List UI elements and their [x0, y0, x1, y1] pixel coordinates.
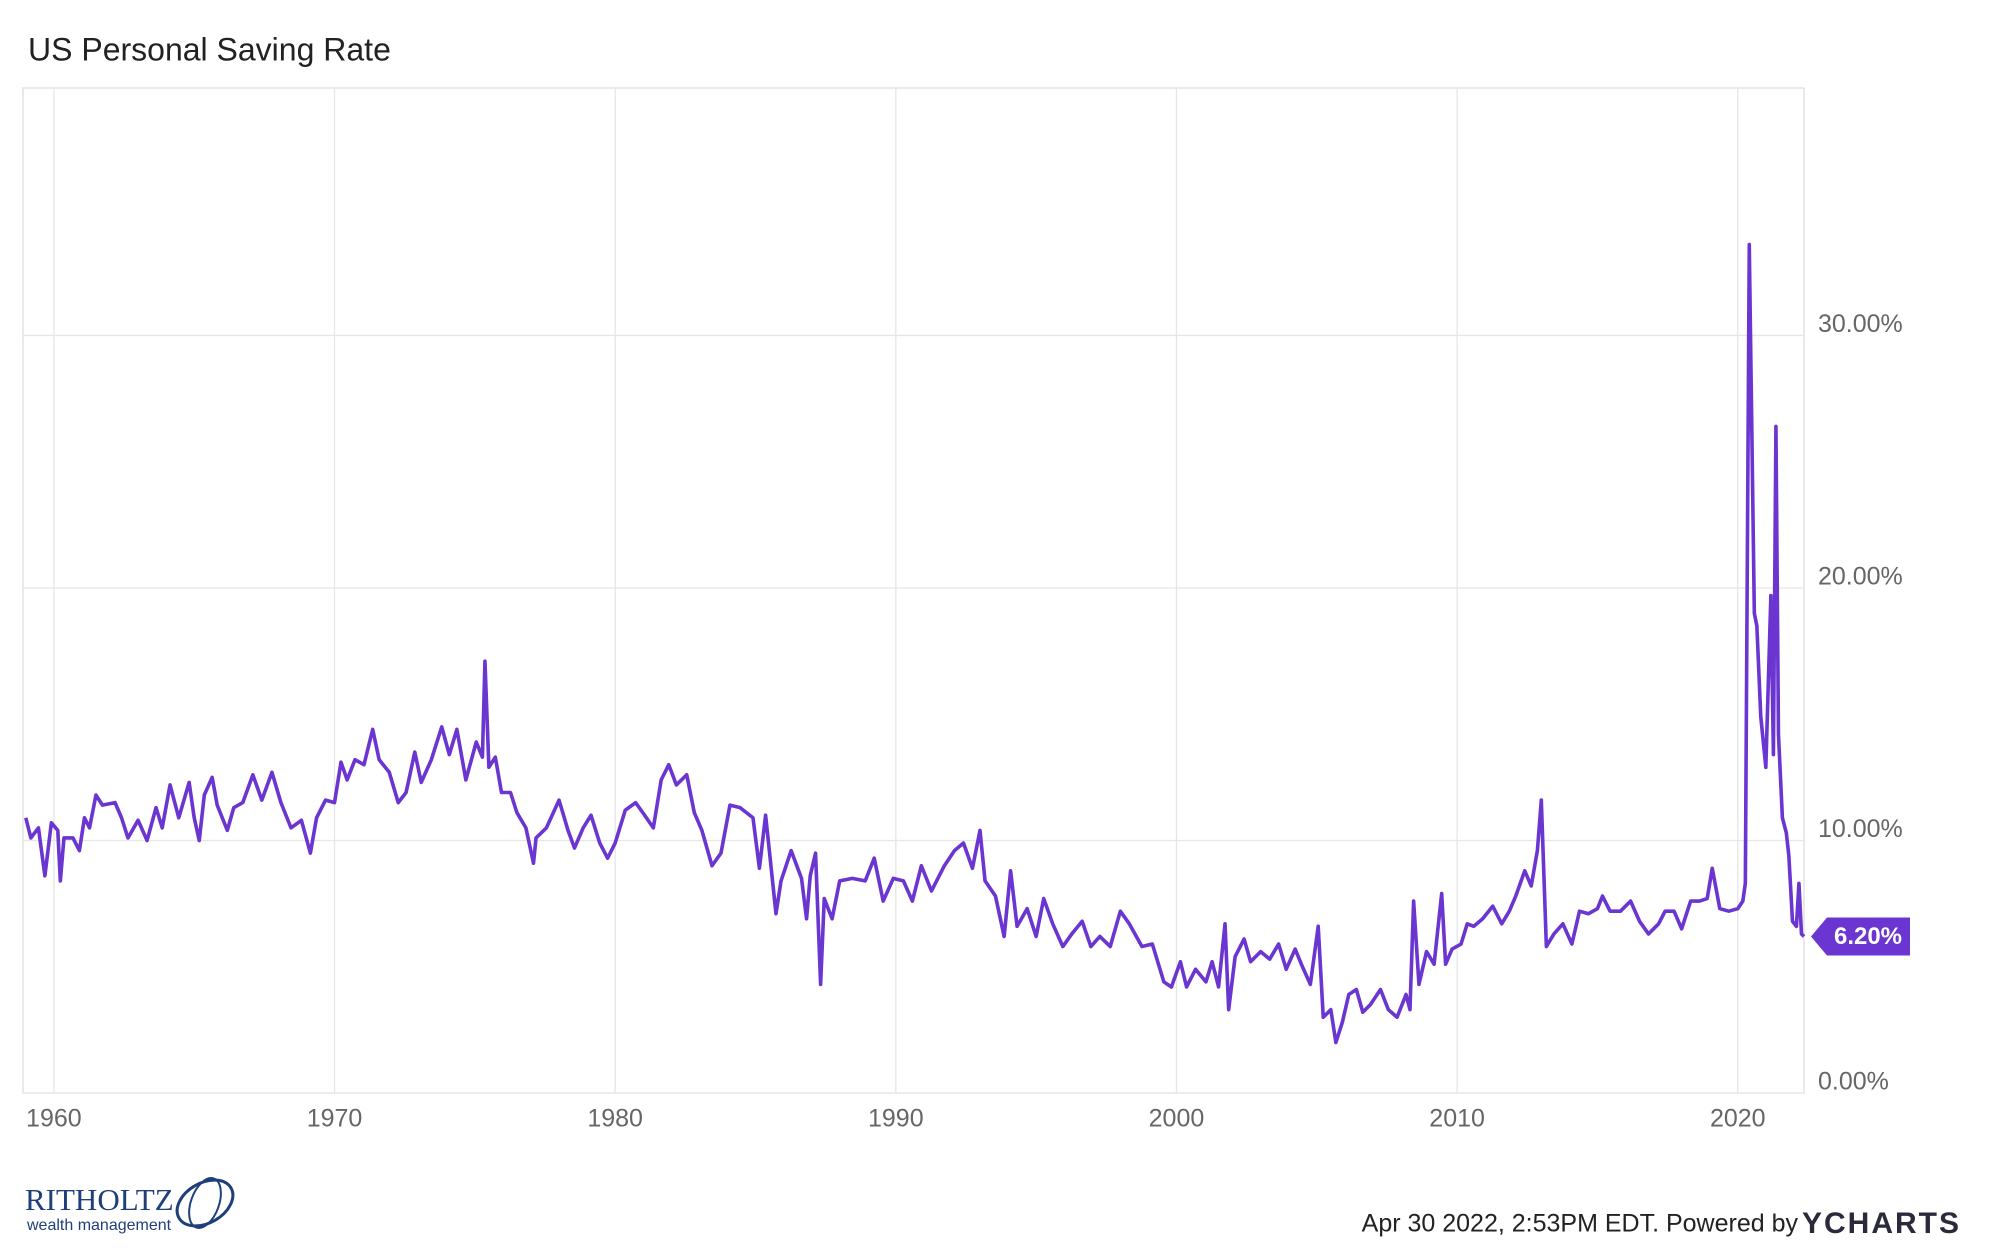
- logo: RITHOLTZ wealth management: [25, 1177, 235, 1234]
- y-tick-label: 10.00%: [1818, 815, 1903, 843]
- end-label-tag: [1811, 917, 1910, 956]
- timestamp: Apr 30 2022, 2:53PM EDT. Powered by: [1362, 1210, 1799, 1238]
- x-tick-label: 2000: [1149, 1105, 1205, 1133]
- y-tick-label: 20.00%: [1818, 563, 1903, 591]
- chart-title: US Personal Saving Rate: [28, 31, 391, 67]
- x-tick-label: 1960: [26, 1105, 82, 1133]
- logo-text: RITHOLTZ: [25, 1182, 174, 1217]
- logo-ring: [188, 1177, 222, 1229]
- plot-frame: [22, 87, 1805, 1094]
- logo-subtext: wealth management: [26, 1217, 172, 1234]
- y-tick-label: 30.00%: [1818, 310, 1903, 338]
- x-tick-label: 1980: [587, 1105, 643, 1133]
- logo-ring: [175, 1178, 235, 1228]
- x-tick-label: 1990: [868, 1105, 924, 1133]
- x-tick-label: 1970: [307, 1105, 363, 1133]
- end-label: 6.20%: [1834, 923, 1902, 950]
- data-line: [24, 242, 1806, 1045]
- x-tick-label: 2010: [1429, 1105, 1485, 1133]
- brand: YCHARTS: [1802, 1207, 1961, 1240]
- x-tick-label: 2020: [1710, 1105, 1766, 1133]
- y-tick-label: 0.00%: [1818, 1068, 1889, 1096]
